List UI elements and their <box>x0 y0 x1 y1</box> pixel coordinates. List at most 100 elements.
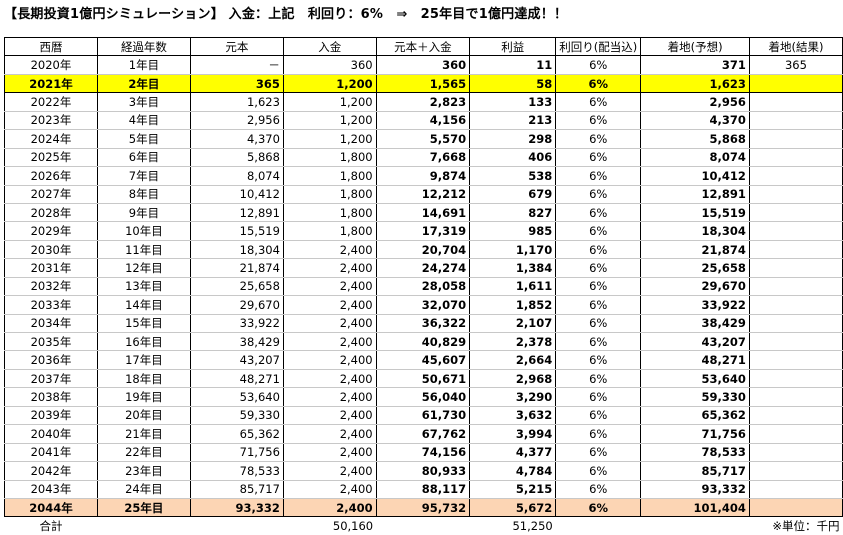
cell-elapsed-years[interactable]: 21年目 <box>97 424 191 444</box>
cell-profit[interactable]: 2,664 <box>469 350 557 370</box>
cell-deposit[interactable]: 1,200 <box>283 129 377 149</box>
cell-yield[interactable]: 6% <box>555 74 642 94</box>
cell-elapsed-years[interactable]: 2年目 <box>97 74 191 94</box>
cell-profit[interactable]: 1,611 <box>469 277 557 297</box>
cell-elapsed-years[interactable]: 22年目 <box>97 443 191 463</box>
cell-principal-plus-deposit[interactable]: 24,274 <box>376 258 471 278</box>
cell-forecast[interactable]: 85,717 <box>640 461 750 481</box>
cell-year[interactable]: 2033年 <box>4 295 98 315</box>
cell-yield[interactable]: 6% <box>555 461 642 481</box>
cell-principal[interactable]: 48,271 <box>190 369 284 389</box>
cell-deposit[interactable]: 1,800 <box>283 185 377 204</box>
cell-profit[interactable]: 3,290 <box>469 387 557 407</box>
cell-profit[interactable]: 133 <box>469 92 557 112</box>
cell-principal-plus-deposit[interactable]: 40,829 <box>376 332 471 352</box>
cell-elapsed-years[interactable]: 24年目 <box>97 480 191 499</box>
cell-profit[interactable]: 1,384 <box>469 258 557 278</box>
cell-deposit[interactable]: 2,400 <box>283 461 377 481</box>
header-deposit[interactable]: 入金 <box>283 36 377 57</box>
cell-profit[interactable]: 2,968 <box>469 369 557 389</box>
cell-yield[interactable]: 6% <box>555 332 642 352</box>
cell-principal-plus-deposit[interactable]: 45,607 <box>376 350 471 370</box>
cell-forecast[interactable]: 25,658 <box>640 258 750 278</box>
cell-elapsed-years[interactable]: 7年目 <box>97 166 191 186</box>
cell-result[interactable] <box>749 480 843 499</box>
cell-year[interactable]: 2043年 <box>4 480 98 499</box>
cell-yield[interactable]: 6% <box>555 92 642 112</box>
cell-yield[interactable]: 6% <box>555 258 642 278</box>
cell-year[interactable]: 2040年 <box>4 424 98 444</box>
cell-result[interactable] <box>749 92 843 112</box>
cell-yield[interactable]: 6% <box>555 148 642 168</box>
cell-result[interactable] <box>749 497 843 518</box>
cell-principal[interactable]: 365 <box>190 74 284 94</box>
cell-elapsed-years[interactable]: 12年目 <box>97 258 191 278</box>
cell-profit[interactable]: 406 <box>469 148 557 168</box>
cell-forecast[interactable]: 78,533 <box>640 443 750 463</box>
cell-yield[interactable]: 6% <box>555 55 642 75</box>
cell-yield[interactable]: 6% <box>555 203 642 223</box>
cell-deposit[interactable]: 2,400 <box>283 497 377 518</box>
header-yield[interactable]: 利回り(配当込) <box>555 36 642 57</box>
cell-deposit[interactable]: 360 <box>283 55 377 75</box>
cell-profit[interactable]: 1,170 <box>469 240 557 260</box>
cell-yield[interactable]: 6% <box>555 166 642 186</box>
cell-year[interactable]: 2028年 <box>4 203 98 223</box>
cell-profit[interactable]: 3,632 <box>469 406 557 426</box>
cell-profit[interactable]: 827 <box>469 203 557 223</box>
cell-profit[interactable]: 1,852 <box>469 295 557 315</box>
cell-principal-plus-deposit[interactable]: 32,070 <box>376 295 471 315</box>
cell-deposit[interactable]: 1,800 <box>283 203 377 223</box>
cell-principal[interactable]: 12,891 <box>190 203 284 223</box>
cell-profit[interactable]: 5,672 <box>469 497 557 518</box>
header-profit[interactable]: 利益 <box>469 36 557 57</box>
cell-year[interactable]: 2027年 <box>4 185 98 204</box>
cell-yield[interactable]: 6% <box>555 240 642 260</box>
cell-principal-plus-deposit[interactable]: 61,730 <box>376 406 471 426</box>
cell-elapsed-years[interactable]: 20年目 <box>97 406 191 426</box>
cell-principal-plus-deposit[interactable]: 5,570 <box>376 129 471 149</box>
cell-principal-plus-deposit[interactable]: 67,762 <box>376 424 471 444</box>
cell-forecast[interactable]: 53,640 <box>640 369 750 389</box>
cell-result[interactable] <box>749 185 843 204</box>
cell-result[interactable] <box>749 221 843 241</box>
cell-yield[interactable]: 6% <box>555 221 642 241</box>
cell-year[interactable]: 2042年 <box>4 461 98 481</box>
cell-principal[interactable]: 1,623 <box>190 92 284 112</box>
cell-result[interactable] <box>749 148 843 168</box>
cell-year[interactable]: 2024年 <box>4 129 98 149</box>
header-principal[interactable]: 元本 <box>190 36 284 57</box>
cell-forecast[interactable]: 101,404 <box>640 497 750 518</box>
cell-principal-plus-deposit[interactable]: 20,704 <box>376 240 471 260</box>
cell-result[interactable]: 365 <box>749 55 843 75</box>
cell-forecast[interactable]: 5,868 <box>640 129 750 149</box>
cell-forecast[interactable]: 4,370 <box>640 111 750 131</box>
cell-principal[interactable]: 8,074 <box>190 166 284 186</box>
cell-profit[interactable]: 2,107 <box>469 314 557 334</box>
cell-forecast[interactable]: 93,332 <box>640 480 750 499</box>
cell-yield[interactable]: 6% <box>555 369 642 389</box>
cell-forecast[interactable]: 8,074 <box>640 148 750 168</box>
cell-result[interactable] <box>749 406 843 426</box>
cell-yield[interactable]: 6% <box>555 497 642 518</box>
cell-deposit[interactable]: 2,400 <box>283 369 377 389</box>
cell-principal-plus-deposit[interactable]: 88,117 <box>376 480 471 499</box>
cell-profit[interactable]: 985 <box>469 221 557 241</box>
cell-result[interactable] <box>749 350 843 370</box>
cell-forecast[interactable]: 21,874 <box>640 240 750 260</box>
cell-result[interactable] <box>749 332 843 352</box>
cell-result[interactable] <box>749 424 843 444</box>
cell-principal[interactable]: 15,519 <box>190 221 284 241</box>
cell-result[interactable] <box>749 295 843 315</box>
cell-forecast[interactable]: 59,330 <box>640 387 750 407</box>
cell-deposit[interactable]: 1,200 <box>283 92 377 112</box>
cell-principal[interactable]: 5,868 <box>190 148 284 168</box>
cell-year[interactable]: 2029年 <box>4 221 98 241</box>
cell-yield[interactable]: 6% <box>555 387 642 407</box>
profit-total[interactable]: 51,250 <box>469 516 556 535</box>
cell-principal[interactable]: 2,956 <box>190 111 284 131</box>
cell-deposit[interactable]: 2,400 <box>283 387 377 407</box>
cell-yield[interactable]: 6% <box>555 480 642 499</box>
cell-principal[interactable]: 29,670 <box>190 295 284 315</box>
cell-year[interactable]: 2032年 <box>4 277 98 297</box>
